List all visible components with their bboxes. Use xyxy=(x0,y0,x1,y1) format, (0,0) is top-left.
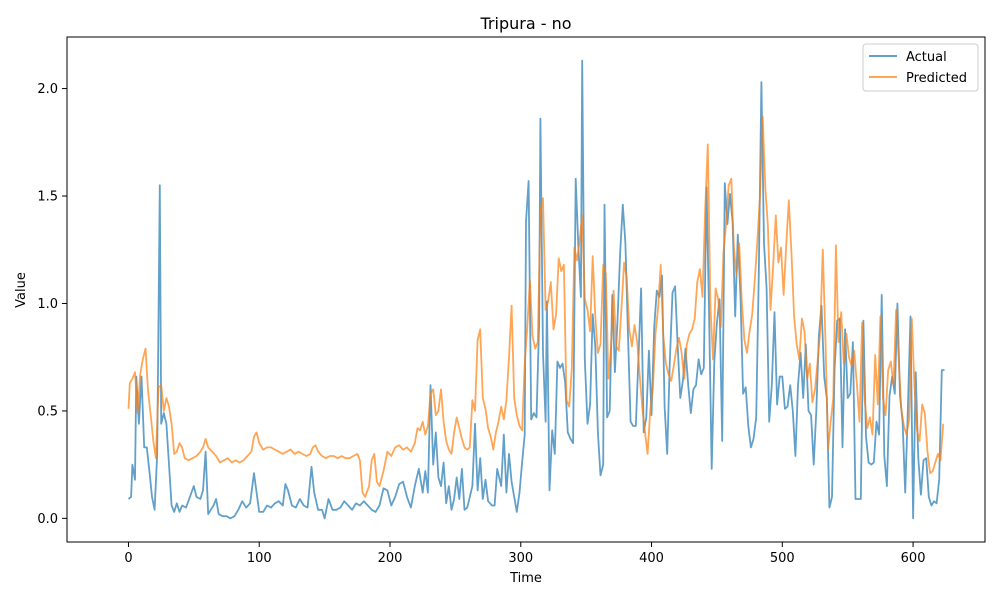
y-tick-label: 1.5 xyxy=(37,190,58,205)
plot-area xyxy=(127,59,945,520)
y-axis-title: Value xyxy=(14,272,29,308)
x-tick-label: 400 xyxy=(639,551,664,566)
x-tick-label: 600 xyxy=(901,551,926,566)
legend: Actual Predicted xyxy=(862,43,979,92)
x-tick-label: 100 xyxy=(247,551,272,566)
x-tick-label: 200 xyxy=(378,551,403,566)
legend-label-predicted: Predicted xyxy=(906,71,967,86)
y-tick-label: 1.0 xyxy=(37,297,58,312)
y-axis: 0.0 0.5 1.0 1.5 2.0 xyxy=(37,82,67,527)
series-line-predicted xyxy=(127,115,945,498)
series-line-actual xyxy=(127,59,945,520)
x-axis: 0 100 200 300 400 500 600 xyxy=(124,542,925,566)
y-tick-label: 0.0 xyxy=(37,512,58,527)
x-tick-label: 0 xyxy=(124,551,132,566)
x-tick-label: 500 xyxy=(770,551,795,566)
x-axis-title: Time xyxy=(509,571,542,586)
legend-label-actual: Actual xyxy=(906,50,947,65)
plot-frame xyxy=(66,36,986,543)
y-tick-label: 2.0 xyxy=(37,82,58,97)
x-tick-label: 300 xyxy=(508,551,533,566)
chart-title: Tripura - no xyxy=(480,14,572,33)
y-tick-label: 0.5 xyxy=(37,404,58,419)
